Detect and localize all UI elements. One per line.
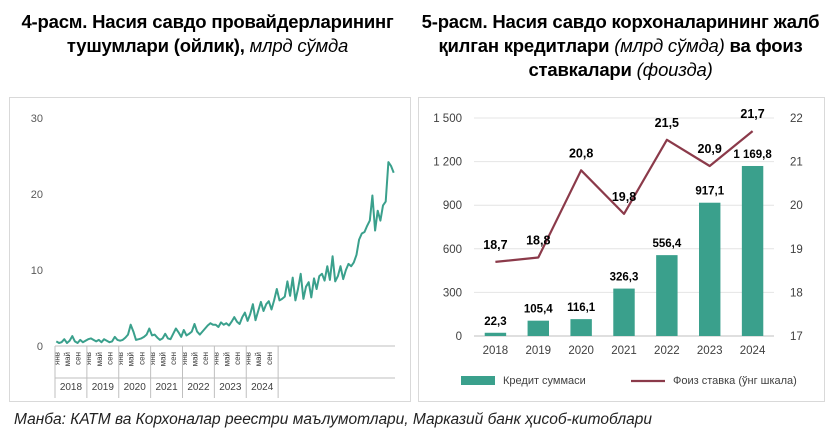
legend-bar-label: Кредит суммаси [503,375,586,387]
credit-bar [741,165,764,336]
x-year-label: 2024 [251,382,274,393]
credit-bar-label: 917,1 [695,186,724,198]
x-month-label: май [127,352,136,366]
figure2-title-unit: (млрд сўмда) [614,35,725,56]
x-category-label: 2020 [568,345,594,357]
credit-bar-label: 326,3 [610,272,639,284]
x-month-label: сен [74,352,83,365]
figure2-title: 5-расм. Насия савдо корхоналарининг жалб… [418,10,823,82]
x-category-label: 2023 [697,345,723,357]
x-category-label: 2024 [740,345,766,357]
y-right-tick-label: 17 [790,331,803,343]
y-tick-label: 0 [37,341,43,353]
credit-bar [484,332,507,336]
x-month-label: май [159,352,168,366]
x-month-label: май [222,352,231,366]
y-left-tick-label: 0 [456,331,462,343]
x-category-label: 2021 [611,345,637,357]
source-note: Манба: КАТМ ва Корхоналар реестри маълум… [14,411,652,428]
y-tick-label: 30 [31,113,43,125]
x-month-label: сен [169,352,178,365]
x-month-label: янв [52,352,61,365]
figure2-title-main-1: 5-расм. Насия савдо корхоналарининг жалб… [421,11,820,56]
x-month-label: янв [148,352,157,365]
legend-bar-swatch [461,376,495,385]
y-left-tick-label: 600 [443,244,462,256]
figure1-title-main: 4-расм. Насия савдо провайдерларининг ту… [21,11,394,56]
y-left-tick-label: 300 [443,287,462,299]
y-right-tick-label: 20 [790,200,803,212]
figure2-title-pct: (фоизда) [636,59,713,80]
x-month-label: янв [180,352,189,365]
rate-label: 18,7 [483,238,507,252]
x-year-label: 2019 [92,382,115,393]
figure2-title-main-2: ва фоиз ставкалари [528,35,803,80]
y-right-tick-label: 22 [790,113,803,125]
y-left-tick-label: 900 [443,200,462,212]
y-tick-label: 20 [31,189,43,201]
credit-bar [656,255,678,336]
credit-bar-label: 1 169,8 [733,149,772,161]
x-month-label: янв [212,352,221,365]
figure1-title-unit: млрд сўмда [249,35,349,56]
x-month-label: сен [201,352,210,365]
credit-bar [613,288,635,336]
x-month-label: сен [265,352,274,365]
rate-label: 18,8 [526,234,550,248]
y-right-tick-label: 19 [790,244,803,256]
y-right-tick-label: 18 [790,287,803,299]
chart2-panel: 0 300 600 900 1 200 1 500 17 18 19 20 21 22 22,3 105,… [418,97,825,402]
y-left-tick-label: 1 200 [433,157,462,169]
x-year-label: 2023 [219,382,242,393]
rate-label: 21,7 [740,107,764,121]
figure1-title: 4-расм. Насия савдо провайдерларининг ту… [5,10,410,58]
credit-bar-label: 116,1 [567,302,596,314]
x-month-label: май [190,352,199,366]
x-category-label: 2019 [525,345,551,357]
x-year-label: 2020 [124,382,147,393]
chart1-panel: 0 10 20 30 янв май сен 2018 янв май сен 2019 янв май с… [9,97,411,402]
x-month-label: май [254,352,263,366]
x-month-label: янв [84,352,93,365]
x-month-label: май [95,352,104,366]
x-year-label: 2021 [155,382,178,393]
credit-bar-label: 105,4 [524,304,553,316]
revenue-line [55,161,395,344]
x-year-label: 2018 [60,382,83,393]
x-category-label: 2018 [483,345,509,357]
x-month-label: май [63,352,72,366]
x-year-label: 2022 [187,382,210,393]
legend-line-label: Фоиз ставка (ўнг шкала) [673,375,797,387]
rate-label: 19,8 [612,190,636,204]
credit-bar [699,202,721,336]
y-left-tick-label: 1 500 [433,113,462,125]
credit-bar-label: 22,3 [484,316,506,328]
x-category-label: 2022 [654,345,680,357]
rate-label: 20,9 [698,142,722,156]
rate-label: 21,5 [655,116,679,130]
x-month-label: янв [116,352,125,365]
credit-bar [527,320,549,336]
x-month-label: янв [244,352,253,365]
y-right-tick-label: 21 [790,157,803,169]
rate-line [495,130,754,263]
credit-bar [570,319,592,336]
x-month-label: сен [105,352,114,365]
credit-bar-label: 556,4 [652,238,681,250]
x-month-label: сен [233,352,242,365]
rate-label: 20,8 [569,146,593,160]
y-tick-label: 10 [31,265,43,277]
x-month-label: сен [137,352,146,365]
